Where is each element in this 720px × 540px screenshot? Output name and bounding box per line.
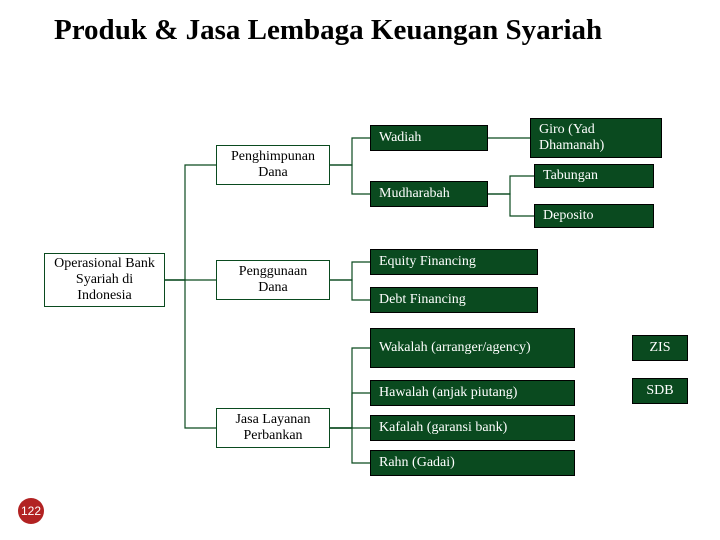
node-mudharabah: Mudharabah bbox=[370, 181, 488, 207]
node-sdb: SDB bbox=[632, 378, 688, 404]
node-label: Tabungan bbox=[543, 168, 598, 184]
node-zis: ZIS bbox=[632, 335, 688, 361]
node-label: SDB bbox=[646, 383, 673, 399]
node-label: Kafalah (garansi bank) bbox=[379, 420, 507, 436]
node-label: Deposito bbox=[543, 208, 594, 224]
node-hawalah: Hawalah (anjak piutang) bbox=[370, 380, 575, 406]
node-label: Wakalah (arranger/agency) bbox=[379, 340, 531, 356]
node-cat-jasa: Jasa Layanan Perbankan bbox=[216, 408, 330, 448]
node-label: Mudharabah bbox=[379, 186, 450, 202]
node-deposito: Deposito bbox=[534, 204, 654, 228]
node-root-label: Operasional Bank Syariah di Indonesia bbox=[53, 256, 156, 304]
node-label: Giro (Yad Dhamanah) bbox=[539, 122, 653, 154]
node-tabungan: Tabungan bbox=[534, 164, 654, 188]
node-giro: Giro (Yad Dhamanah) bbox=[530, 118, 662, 158]
node-label: Rahn (Gadai) bbox=[379, 455, 455, 471]
node-wakalah: Wakalah (arranger/agency) bbox=[370, 328, 575, 368]
node-label: Debt Financing bbox=[379, 292, 466, 308]
node-label: Penggunaan Dana bbox=[225, 264, 321, 296]
node-cat-penghimpunan: Penghimpunan Dana bbox=[216, 145, 330, 185]
node-label: ZIS bbox=[650, 340, 671, 356]
page-number: 122 bbox=[21, 504, 41, 518]
node-rahn: Rahn (Gadai) bbox=[370, 450, 575, 476]
node-label: Wadiah bbox=[379, 130, 421, 146]
node-label: Equity Financing bbox=[379, 254, 476, 270]
node-cat-penggunaan: Penggunaan Dana bbox=[216, 260, 330, 300]
node-label: Jasa Layanan Perbankan bbox=[225, 412, 321, 444]
node-label: Hawalah (anjak piutang) bbox=[379, 385, 517, 401]
page-number-badge: 122 bbox=[18, 498, 44, 524]
node-label: Penghimpunan Dana bbox=[225, 149, 321, 181]
node-kafalah: Kafalah (garansi bank) bbox=[370, 415, 575, 441]
node-root: Operasional Bank Syariah di Indonesia bbox=[44, 253, 165, 307]
page-title: Produk & Jasa Lembaga Keuangan Syariah bbox=[54, 14, 602, 47]
node-debt: Debt Financing bbox=[370, 287, 538, 313]
node-wadiah: Wadiah bbox=[370, 125, 488, 151]
node-equity: Equity Financing bbox=[370, 249, 538, 275]
